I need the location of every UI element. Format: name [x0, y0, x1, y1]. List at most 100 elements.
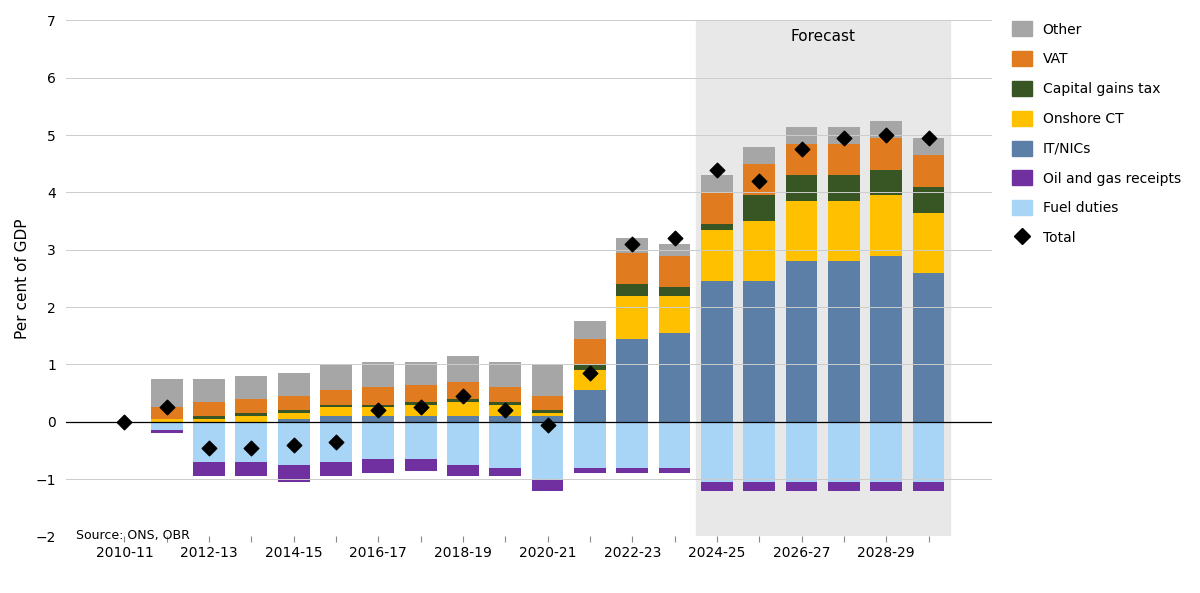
Bar: [193, 419, 224, 422]
Bar: [151, 419, 182, 422]
Legend: Other, VAT, Capital gains tax, Onshore CT, IT/NICs, Oil and gas receipts, Fuel d: Other, VAT, Capital gains tax, Onshore C…: [1008, 17, 1184, 249]
Bar: [913, 187, 944, 212]
Bar: [743, 221, 775, 281]
Bar: [490, 362, 521, 387]
Bar: [404, 416, 437, 422]
Point: [665, 234, 684, 243]
Bar: [913, 482, 944, 490]
Bar: [828, 262, 859, 422]
Bar: [490, 416, 521, 422]
Bar: [278, 413, 310, 419]
Point: [919, 133, 938, 143]
Bar: [696, 21, 949, 537]
Point: [707, 165, 726, 174]
Bar: [786, 422, 817, 482]
Bar: [362, 387, 395, 404]
Bar: [448, 382, 479, 399]
Bar: [448, 399, 479, 402]
Bar: [743, 281, 775, 422]
Bar: [574, 390, 606, 422]
Bar: [786, 482, 817, 490]
Bar: [320, 404, 352, 407]
Bar: [701, 176, 733, 193]
Bar: [278, 422, 310, 465]
Bar: [913, 273, 944, 422]
Bar: [659, 422, 690, 468]
Bar: [870, 195, 902, 256]
Bar: [743, 164, 775, 195]
Bar: [659, 468, 690, 473]
Bar: [701, 229, 733, 281]
Bar: [448, 416, 479, 422]
Bar: [617, 422, 648, 468]
Bar: [574, 339, 606, 365]
Bar: [701, 193, 733, 224]
Point: [834, 133, 853, 143]
Bar: [532, 396, 564, 410]
Point: [581, 368, 600, 378]
Bar: [362, 459, 395, 473]
Point: [792, 145, 811, 154]
Bar: [532, 479, 564, 490]
Point: [877, 130, 896, 140]
Bar: [278, 410, 310, 413]
Point: [454, 391, 473, 401]
Point: [496, 406, 515, 415]
Point: [623, 240, 642, 249]
Bar: [490, 422, 521, 468]
Bar: [870, 482, 902, 490]
Bar: [404, 422, 437, 459]
Bar: [913, 422, 944, 482]
Bar: [574, 468, 606, 473]
Bar: [235, 422, 268, 462]
Y-axis label: Per cent of GDP: Per cent of GDP: [14, 218, 30, 339]
Bar: [193, 379, 224, 402]
Bar: [870, 170, 902, 195]
Bar: [786, 144, 817, 176]
Bar: [786, 262, 817, 422]
Bar: [404, 404, 437, 416]
Bar: [617, 238, 648, 253]
Bar: [278, 465, 310, 482]
Bar: [574, 365, 606, 370]
Bar: [404, 459, 437, 471]
Bar: [320, 390, 352, 404]
Point: [241, 443, 260, 452]
Bar: [490, 402, 521, 404]
Bar: [448, 402, 479, 416]
Bar: [532, 413, 564, 416]
Bar: [701, 422, 733, 482]
Bar: [828, 176, 859, 201]
Bar: [193, 462, 224, 476]
Point: [412, 403, 431, 412]
Bar: [151, 431, 182, 433]
Bar: [617, 339, 648, 422]
Point: [538, 420, 557, 429]
Bar: [743, 146, 775, 164]
Bar: [574, 321, 606, 339]
Bar: [404, 402, 437, 404]
Bar: [320, 422, 352, 462]
Bar: [235, 413, 268, 416]
Bar: [320, 462, 352, 476]
Bar: [743, 195, 775, 221]
Bar: [235, 376, 268, 399]
Bar: [828, 126, 859, 144]
Point: [115, 417, 134, 426]
Bar: [235, 399, 268, 413]
Bar: [743, 482, 775, 490]
Bar: [193, 422, 224, 462]
Bar: [786, 126, 817, 144]
Bar: [913, 138, 944, 155]
Bar: [404, 362, 437, 384]
Point: [199, 443, 218, 452]
Bar: [448, 422, 479, 465]
Bar: [278, 373, 310, 396]
Bar: [828, 144, 859, 176]
Bar: [870, 422, 902, 482]
Bar: [701, 281, 733, 422]
Point: [157, 403, 176, 412]
Bar: [617, 253, 648, 284]
Point: [326, 437, 346, 447]
Bar: [490, 387, 521, 402]
